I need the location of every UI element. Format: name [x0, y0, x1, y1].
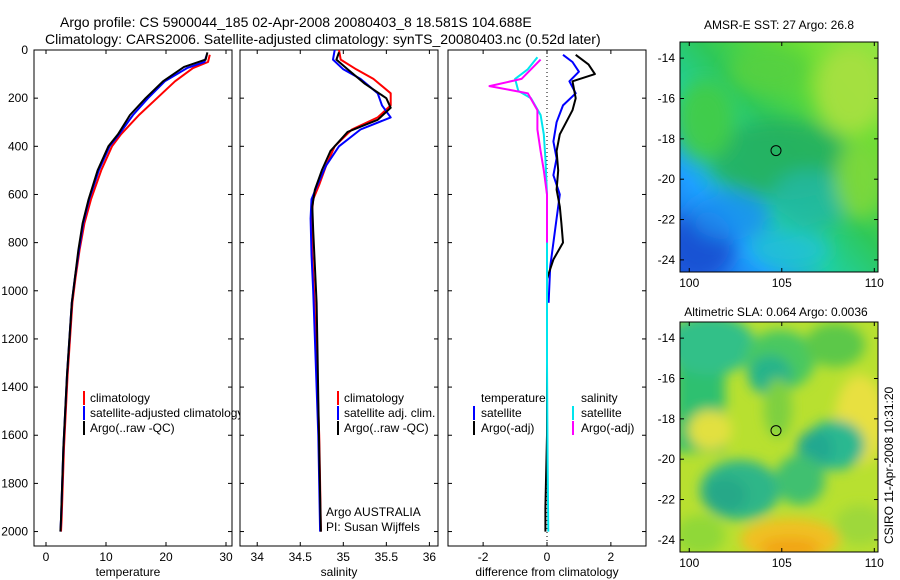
salinity-panel: 34 34.5 35 35.5 36 salinity climatology sate… — [239, 49, 439, 579]
temperature-series — [59, 52, 211, 532]
salinity-x-tick-label: 34.5 — [289, 550, 313, 564]
sst-map-y-tick-label: -24 — [658, 253, 676, 267]
temperature-y-tick-label: 600 — [8, 187, 28, 201]
temperature-x-tick-label: 30 — [219, 550, 233, 564]
temperature-x-tick-label: 10 — [99, 550, 113, 564]
legend-argo-label: Argo(..raw -QC) — [90, 421, 175, 435]
temperature-x-tick-label: 0 — [43, 550, 50, 564]
sst-map-y-tick-label: -22 — [658, 213, 676, 227]
sla-map-axes: 100 105 110 -14 -16 -18 -20 -22 -24 — [658, 322, 884, 570]
sla-map: Altimetric SLA: 0.064 Argo: 0.0036 — [658, 305, 885, 570]
sla-map-y-tick-label: -14 — [658, 331, 676, 345]
difference-series-temperature-satellite — [547, 54, 580, 303]
sst-map-y-tick-label: -20 — [658, 172, 676, 186]
temperature-y-tick-label: 2000 — [1, 525, 28, 539]
legend-salinity-title: salinity — [581, 391, 618, 405]
legend-satellite-label: satellite-adjusted climatology — [90, 406, 243, 420]
sla-map-y-tick-label: -18 — [658, 412, 676, 426]
difference-x-axis: -2 0 2 — [448, 49, 646, 564]
difference-x-tick-label: 2 — [608, 550, 615, 564]
temperature-x-axis: 0 10 20 30 — [34, 49, 233, 564]
temperature-y-tick-label: 400 — [8, 139, 28, 153]
argo-float-marker-sst — [770, 145, 782, 157]
salinity-series — [309, 49, 392, 532]
temperature-y-tick-label: 1400 — [1, 380, 28, 394]
temperature-y-tick-label: 800 — [8, 236, 28, 250]
temperature-plot-frame — [33, 49, 233, 547]
argo-operator-label: Argo AUSTRALIA — [326, 505, 421, 519]
figure-title-line2: Climatology: CARS2006. Satellite-adjuste… — [45, 31, 601, 47]
sst-map-x-tick-label: 100 — [679, 276, 699, 290]
sla-map-y-tick-label: -20 — [658, 452, 676, 466]
salinity-legend: climatology satellite adj. clim. Argo(..… — [337, 391, 435, 435]
salinity-x-tick-label: 35 — [337, 550, 351, 564]
sst-map-y-tick-label: -18 — [658, 132, 676, 146]
sst-map-axes: 100 105 110 -14 -16 -18 -20 -22 -24 — [658, 42, 884, 290]
temperature-y-tick-label: 1800 — [1, 476, 28, 490]
temperature-x-tick-label: 20 — [159, 550, 173, 564]
sla-map-field — [680, 322, 878, 552]
sst-map-y-tick-label: -14 — [658, 51, 676, 65]
salinity-x-label: salinity — [321, 565, 358, 579]
salinity-x-axis: 34 34.5 35 35.5 36 — [240, 49, 438, 564]
difference-x-label: difference from climatology — [475, 565, 618, 579]
difference-x-tick-label: -2 — [478, 550, 489, 564]
salinity-series-argo-raw-qc — [311, 52, 392, 532]
legend-sal-satellite-label: satellite adj. clim. — [344, 406, 435, 420]
sla-map-y-tick-label: -22 — [658, 493, 676, 507]
difference-series-salinity-argo-adj — [488, 58, 548, 243]
sla-map-title: Altimetric SLA: 0.064 Argo: 0.0036 — [684, 305, 868, 319]
legend-temperature-title: temperature — [481, 391, 546, 405]
figure-title-line1: Argo profile: CS 5900044_185 02-Apr-2008… — [60, 14, 532, 30]
salinity-x-tick-label: 34 — [251, 550, 265, 564]
difference-panel: -2 0 2 difference from climatology tempera… — [447, 49, 647, 579]
legend-climatology-label: climatology — [90, 391, 150, 405]
side-credit: CSIRO 11-Apr-2008 10:31:20 — [882, 386, 896, 544]
sst-map-y-tick-label: -16 — [658, 91, 676, 105]
legend-sal-diff-argo-label: Argo(-adj) — [581, 421, 634, 435]
sst-map: AMSR-E SST: 27 Argo: 26.8 100 105 110 -14 -1… — [658, 18, 885, 290]
sla-map-x-tick-label: 110 — [865, 556, 884, 570]
salinity-x-tick-label: 36 — [423, 550, 437, 564]
sla-map-x-tick-label: 105 — [772, 556, 792, 570]
temperature-y-tick-label: 0 — [21, 43, 28, 57]
argo-pi-label: PI: Susan Wijffels — [326, 520, 420, 534]
temperature-panel: 0 200 400 600 800 1000 1200 1400 1600 1800 2000 0 1… — [1, 43, 243, 579]
temperature-y-axis: 0 200 400 600 800 1000 1200 1400 1600 1800 2000 — [1, 43, 28, 539]
sla-map-y-tick-label: -16 — [658, 371, 676, 385]
salinity-plot-frame — [239, 49, 439, 547]
sst-map-title: AMSR-E SST: 27 Argo: 26.8 — [704, 18, 854, 32]
temperature-series-argo-raw-qc — [59, 52, 209, 532]
temperature-legend: climatology satellite-adjusted climatolo… — [83, 391, 243, 435]
sst-map-x-tick-label: 110 — [865, 276, 884, 290]
legend-sal-climatology-label: climatology — [344, 391, 404, 405]
sla-map-y-tick-label: -24 — [658, 533, 676, 547]
legend-temp-argo-label: Argo(-adj) — [481, 421, 534, 435]
argo-float-marker-sla — [770, 425, 782, 437]
sst-map-frame — [679, 41, 879, 273]
temperature-y-tick-label: 1600 — [1, 428, 28, 442]
sla-map-frame — [679, 321, 879, 553]
temperature-x-label: temperature — [96, 565, 161, 579]
difference-x-tick-label: 0 — [544, 550, 551, 564]
legend-sal-argo-label: Argo(..raw -QC) — [344, 421, 429, 435]
legend-temp-satellite-label: satellite — [481, 406, 522, 420]
sla-map-x-tick-label: 100 — [679, 556, 699, 570]
temperature-y-tick-label: 1200 — [1, 332, 28, 346]
temperature-y-tick-label: 1000 — [1, 284, 28, 298]
salinity-x-tick-label: 35.5 — [375, 550, 399, 564]
sst-map-field — [680, 42, 878, 272]
difference-legend: temperature satellite Argo(-adj) salinit… — [473, 391, 634, 435]
legend-sal-diff-satellite-label: satellite — [581, 406, 622, 420]
difference-series — [488, 54, 596, 532]
sst-map-x-tick-label: 105 — [772, 276, 792, 290]
temperature-y-tick-label: 200 — [8, 91, 28, 105]
